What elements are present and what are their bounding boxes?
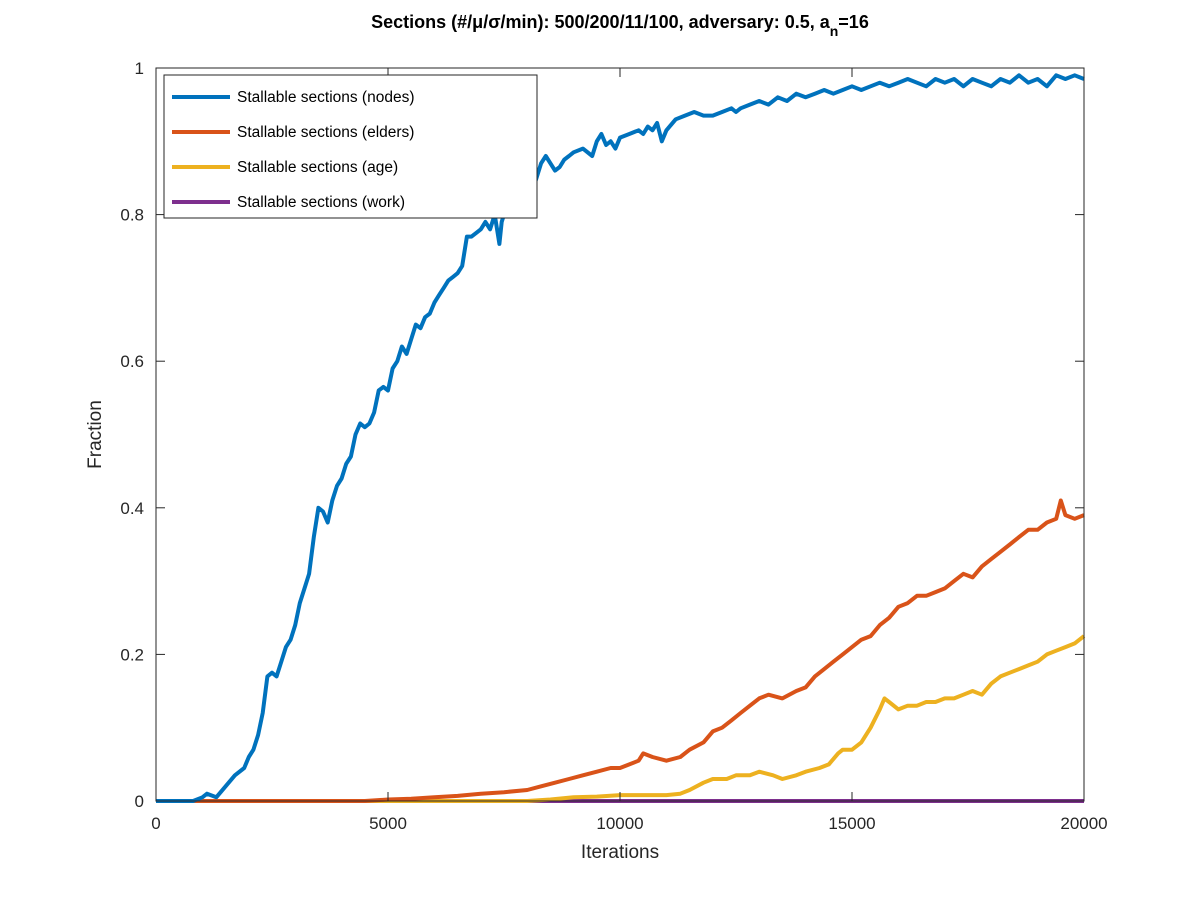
chart-title-suffix: =16	[838, 12, 869, 32]
y-tick-label: 1	[135, 59, 144, 78]
chart-title: Sections (#/μ/σ/min): 500/200/11/100, ad…	[371, 12, 869, 39]
series-line-1	[156, 498, 1085, 803]
x-tick-label: 10000	[596, 814, 643, 833]
x-tick-label: 20000	[1060, 814, 1107, 833]
x-tick-label: 5000	[369, 814, 407, 833]
y-tick-label: 0.2	[120, 645, 144, 664]
legend-label-2: Stallable sections (age)	[237, 159, 398, 176]
y-tick-label: 0	[135, 792, 144, 811]
chart-title-subscript: n	[830, 23, 839, 39]
axis-ticks: 0 5000 10000 15000 20000 0 0.2 0.4 0.6 0.8 1	[120, 59, 1107, 833]
legend-label-0: Stallable sections (nodes)	[237, 89, 415, 106]
y-tick-label: 0.4	[120, 499, 144, 518]
y-tick-label: 0.6	[120, 352, 144, 371]
series-line-2	[156, 634, 1086, 803]
chart-title-main: Sections (#/μ/σ/min): 500/200/11/100, ad…	[371, 12, 831, 32]
x-tick-label: 0	[151, 814, 160, 833]
y-tick-label: 0.8	[120, 206, 144, 225]
legend-items: Stallable sections (nodes) Stallable sect…	[172, 89, 415, 211]
y-axis-label: Fraction	[85, 400, 106, 469]
legend-label-1: Stallable sections (elders)	[237, 124, 414, 141]
legend: Stallable sections (nodes) Stallable sect…	[163, 74, 538, 219]
legend-label-3: Stallable sections (work)	[237, 194, 405, 211]
x-tick-label: 15000	[828, 814, 875, 833]
x-axis-label: Iterations	[581, 842, 659, 863]
